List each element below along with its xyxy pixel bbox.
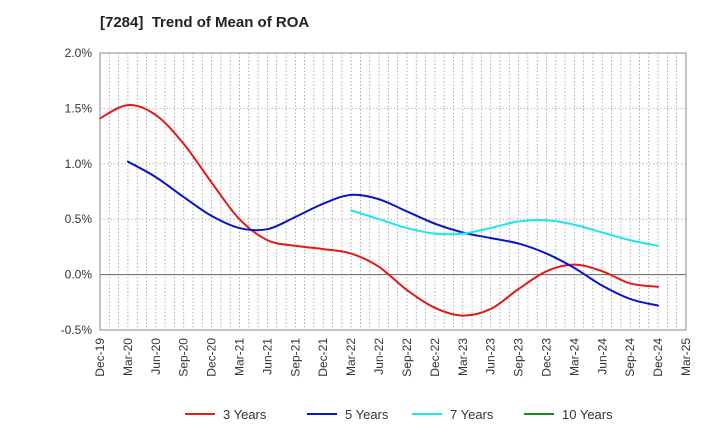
y-tick-label: 1.0% <box>65 157 93 171</box>
series-lines <box>99 104 660 317</box>
x-tick-label: Mar-24 <box>567 338 581 376</box>
legend-label: 7 Years <box>450 407 494 422</box>
x-tick-label: Jun-21 <box>260 338 274 375</box>
x-tick-label: Jun-23 <box>484 338 498 375</box>
y-tick-label: 1.5% <box>65 101 93 115</box>
x-tick-label: Sep-21 <box>288 338 302 377</box>
x-tick-label: Mar-23 <box>456 338 470 376</box>
x-tick-label: Dec-23 <box>539 338 553 377</box>
y-tick-label: 0.5% <box>65 212 93 226</box>
series-line-5-years <box>126 160 660 307</box>
legend-label: 5 Years <box>345 407 389 422</box>
x-tick-label: Jun-24 <box>595 338 609 375</box>
legend-label: 3 Years <box>223 407 267 422</box>
x-tick-label: Dec-20 <box>205 338 219 377</box>
legend: 3 Years 5 Years 7 Years 10 Years <box>185 407 613 422</box>
x-tick-label: Mar-25 <box>679 338 693 376</box>
y-tick-label: -0.5% <box>61 323 93 337</box>
x-tick-label: Mar-22 <box>344 338 358 376</box>
axes: -0.5% 0.0% 0.5% 1.0% 1.5% 2.0% Dec-19 Mar-20 Jun… <box>61 46 693 377</box>
y-tick-label: 2.0% <box>65 46 93 60</box>
legend-item-10-years: 10 Years <box>524 407 613 422</box>
x-tick-label: Dec-24 <box>651 338 665 377</box>
x-tick-label: Jun-22 <box>372 338 386 375</box>
x-tick-label: Sep-23 <box>512 338 526 377</box>
plot-border <box>99 52 687 331</box>
y-tick-label: 0.0% <box>65 268 93 282</box>
legend-label: 10 Years <box>562 407 613 422</box>
x-tick-label: Dec-21 <box>316 338 330 377</box>
series-line-3-years <box>99 104 660 317</box>
series-line-7-years <box>350 209 660 247</box>
x-tick-label: Dec-22 <box>428 338 442 377</box>
x-tick-label: Dec-19 <box>93 338 107 377</box>
x-tick-label: Sep-20 <box>177 338 191 377</box>
plot-area <box>100 53 686 330</box>
legend-item-3-years: 3 Years <box>185 407 267 422</box>
chart-title: [7284] Trend of Mean of ROA <box>100 14 310 31</box>
x-tick-label: Mar-20 <box>121 338 135 376</box>
x-tick-label: Sep-24 <box>623 338 637 377</box>
legend-item-7-years: 7 Years <box>412 407 494 422</box>
x-tick-label: Mar-21 <box>233 338 247 376</box>
x-tick-label: Sep-22 <box>400 338 414 377</box>
legend-item-5-years: 5 Years <box>307 407 389 422</box>
grid <box>100 52 686 331</box>
x-tick-label: Jun-20 <box>149 338 163 375</box>
